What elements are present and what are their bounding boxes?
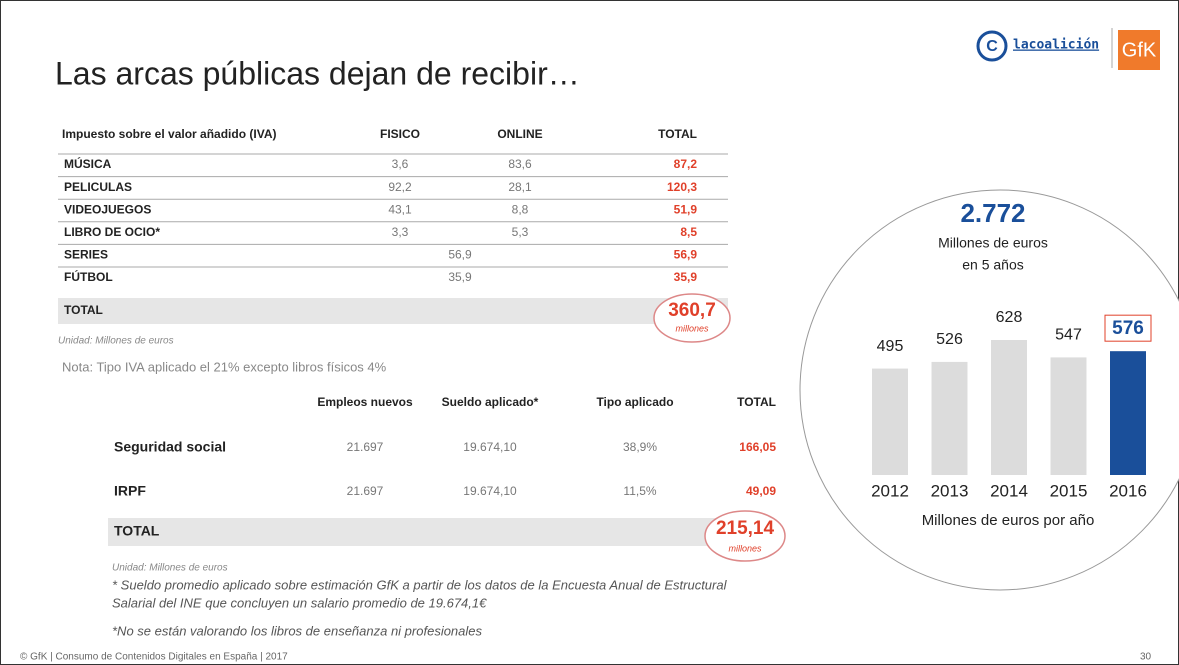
value-box — [1104, 314, 1152, 342]
row-label: IRPF — [114, 483, 146, 499]
bar — [1110, 351, 1146, 475]
footnote: *No se están valorando los libros de ens… — [112, 623, 483, 638]
cell-total: 166,05 — [739, 440, 776, 454]
logo-letter: C — [986, 38, 998, 55]
x-tick-label: 2015 — [1050, 481, 1088, 500]
table2-total-label: TOTAL — [114, 523, 160, 539]
cell-total: 120,3 — [667, 180, 697, 194]
cell: 5,3 — [512, 225, 529, 239]
cell: 28,1 — [508, 180, 532, 194]
logo-icon — [976, 30, 1008, 62]
cell: 35,9 — [448, 270, 472, 284]
cell: 92,2 — [388, 180, 412, 194]
unit-note: Unidad: Millones de euros — [58, 336, 174, 347]
footnote: Salarial del INE que concluyen un salari… — [112, 595, 487, 610]
value-label: 495 — [877, 338, 904, 355]
table1-header: FISICO — [380, 127, 420, 141]
bar — [872, 368, 908, 475]
note: Nota: Tipo IVA aplicado el 21% excepto l… — [62, 359, 387, 374]
x-tick-label: 2012 — [871, 481, 909, 500]
cell: 21.697 — [347, 440, 384, 454]
highlight-circle — [799, 189, 1179, 591]
gfk-box — [1118, 30, 1160, 70]
table2-header: Empleos nuevos — [317, 395, 413, 409]
footnote: * Sueldo promedio aplicado sobre estimac… — [112, 577, 728, 592]
table1-header: TOTAL — [658, 127, 697, 141]
table2-total-bar — [108, 518, 723, 546]
cell: 21.697 — [347, 484, 384, 498]
table1-total-unit: millones — [675, 323, 709, 333]
table1-total-bar — [58, 298, 728, 324]
cell-total: 49,09 — [746, 484, 776, 498]
table2-header: Tipo aplicado — [596, 395, 673, 409]
unit-note: Unidad: Millones de euros — [112, 563, 228, 574]
page-number: 30 — [1140, 652, 1152, 663]
row-label: Seguridad social — [114, 439, 226, 455]
row-label: PELICULAS — [64, 180, 132, 194]
table2-total-unit: millones — [728, 543, 762, 553]
cell-total: 87,2 — [674, 157, 698, 171]
cell: 43,1 — [388, 202, 412, 216]
cell: 11,5% — [623, 484, 656, 498]
x-tick-label: 2016 — [1109, 481, 1147, 500]
total-oval — [653, 293, 731, 343]
table1-total-label: TOTAL — [64, 303, 103, 317]
row-label: VIDEOJUEGOS — [64, 202, 151, 216]
value-label: 526 — [936, 331, 963, 348]
cell: 3,3 — [392, 225, 409, 239]
cell-total: 35,9 — [674, 270, 698, 284]
x-tick-label: 2014 — [990, 481, 1028, 500]
cell: 3,6 — [392, 157, 409, 171]
table2-header: Sueldo aplicado* — [442, 395, 539, 409]
table1-header: ONLINE — [497, 127, 542, 141]
headline-sub: en 5 años — [962, 257, 1024, 273]
table2-header: TOTAL — [737, 395, 776, 409]
row-label: FÚTBOL — [64, 269, 113, 284]
total-oval — [704, 510, 786, 562]
footer: © GfK | Consumo de Contenidos Digitales … — [20, 652, 288, 663]
value-label: 576 — [1112, 318, 1144, 339]
bar — [991, 340, 1027, 475]
row-label: SERIES — [64, 248, 108, 262]
cell: 19.674,10 — [463, 484, 517, 498]
headline-value: 2.772 — [960, 198, 1025, 228]
cell-total: 56,9 — [674, 248, 698, 262]
cell-total: 8,5 — [680, 225, 697, 239]
value-label: 628 — [996, 309, 1023, 326]
cell: 38,9% — [623, 440, 657, 454]
cell-total: 51,9 — [674, 202, 698, 216]
cell: 83,6 — [508, 157, 532, 171]
bar — [931, 361, 968, 475]
row-label: MÚSICA — [64, 156, 112, 171]
x-tick-label: 2013 — [931, 481, 969, 500]
x-axis-label: Millones de euros por año — [922, 512, 1095, 529]
logo-text: lacoalición — [1013, 38, 1099, 53]
headline-sub: Millones de euros — [938, 235, 1048, 251]
table1-total-value: 360,7 — [668, 300, 716, 321]
table2-total-value: 215,14 — [716, 518, 775, 539]
table1-header: Impuesto sobre el valor añadido (IVA) — [62, 127, 276, 141]
cell: 56,9 — [448, 248, 472, 262]
gfk-text: GfK — [1122, 39, 1157, 61]
cell: 19.674,10 — [463, 440, 517, 454]
bar — [1050, 357, 1087, 475]
slide-title: Las arcas públicas dejan de recibir… — [55, 55, 580, 91]
row-label: LIBRO DE OCIO* — [64, 225, 160, 239]
value-label: 547 — [1055, 327, 1082, 344]
cell: 8,8 — [512, 202, 529, 216]
